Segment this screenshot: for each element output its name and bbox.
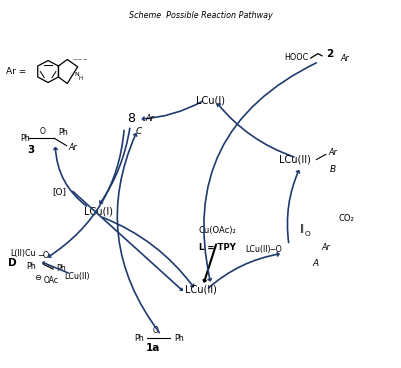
Text: D: D xyxy=(8,258,16,268)
Text: LCu(II): LCu(II) xyxy=(184,285,217,295)
Text: Ph: Ph xyxy=(56,263,66,272)
Text: Ar: Ar xyxy=(145,114,154,123)
Text: [O]: [O] xyxy=(52,187,66,196)
Text: B: B xyxy=(328,164,335,174)
Text: C: C xyxy=(136,127,142,136)
Text: Cu(OAc)₂: Cu(OAc)₂ xyxy=(198,226,235,235)
Text: O: O xyxy=(152,326,158,335)
Text: Ph: Ph xyxy=(26,262,36,271)
Text: O: O xyxy=(304,231,310,237)
Text: LCu(I): LCu(I) xyxy=(84,206,113,216)
Text: ─O: ─O xyxy=(38,251,50,260)
Text: Ph: Ph xyxy=(174,334,184,343)
Text: Ar =: Ar = xyxy=(6,67,26,76)
Text: ⊖: ⊖ xyxy=(34,273,41,282)
Text: Ph: Ph xyxy=(20,134,30,143)
Text: Ph: Ph xyxy=(58,128,68,137)
Text: HOOC: HOOC xyxy=(284,53,308,63)
Text: Ph: Ph xyxy=(134,334,144,343)
Text: 1a: 1a xyxy=(146,343,160,353)
Text: LCu(II): LCu(II) xyxy=(64,272,90,281)
Text: 2: 2 xyxy=(326,49,333,59)
Text: Ar: Ar xyxy=(327,148,336,157)
Text: H: H xyxy=(79,76,83,81)
Text: LCu(II): LCu(II) xyxy=(278,155,310,164)
Text: Ar: Ar xyxy=(69,143,77,152)
Text: L(II)Cu: L(II)Cu xyxy=(10,249,36,258)
Text: Ar: Ar xyxy=(340,54,348,63)
Text: 3: 3 xyxy=(28,145,35,155)
Text: ~~~: ~~~ xyxy=(72,57,88,62)
Text: 8: 8 xyxy=(127,112,135,125)
Text: CO₂: CO₂ xyxy=(338,214,354,223)
Text: A: A xyxy=(312,259,318,268)
Text: L = TPY: L = TPY xyxy=(198,243,235,252)
Text: O: O xyxy=(39,127,45,136)
Text: OAc: OAc xyxy=(44,276,59,284)
Text: LCu(I): LCu(I) xyxy=(195,95,224,105)
Text: Ar: Ar xyxy=(321,243,330,252)
Text: LCu(II)─O: LCu(II)─O xyxy=(245,245,282,254)
Text: N: N xyxy=(74,72,79,77)
Text: Scheme  Possible Reaction Pathway: Scheme Possible Reaction Pathway xyxy=(129,11,272,20)
Text: ‖: ‖ xyxy=(299,224,304,233)
